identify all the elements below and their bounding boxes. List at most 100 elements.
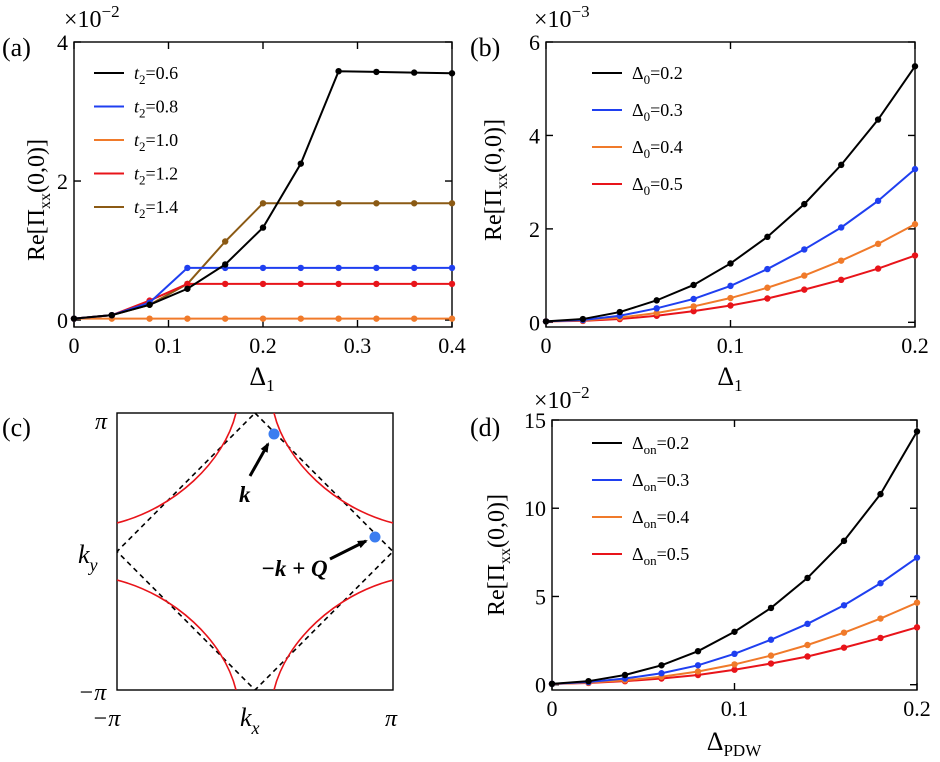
panel-c-curves bbox=[117, 413, 393, 690]
series-line-Δon=0.2 bbox=[551, 430, 918, 685]
x-tick-label: 0.2 bbox=[903, 696, 931, 721]
data-point bbox=[874, 240, 882, 248]
y-tick-label: 4 bbox=[529, 123, 540, 148]
data-point bbox=[411, 280, 418, 288]
data-point bbox=[542, 318, 550, 325]
x-tick-label: 0 bbox=[541, 333, 552, 358]
k-point bbox=[268, 428, 280, 440]
minus-k-plus-q-point bbox=[369, 531, 381, 543]
panel-b-ylabel: Re[Πxx(0,0)] bbox=[481, 119, 511, 241]
panel-b-multiplier: ×10−3 bbox=[534, 2, 590, 33]
y-tick-label: 4 bbox=[57, 30, 68, 55]
data-point bbox=[690, 307, 697, 315]
data-point bbox=[373, 315, 380, 322]
data-point bbox=[259, 280, 267, 288]
x-tick-label: 0 bbox=[69, 333, 80, 358]
data-point bbox=[877, 615, 884, 622]
data-point bbox=[838, 257, 845, 264]
data-point bbox=[874, 197, 882, 205]
data-point bbox=[259, 224, 267, 231]
data-point bbox=[585, 677, 592, 685]
x-tick-label: 0.1 bbox=[721, 696, 749, 721]
data-point bbox=[764, 284, 771, 291]
legend-label: Δ0=0.5 bbox=[632, 174, 683, 198]
panel-a: (a) ×10−2 Re[Πxx(0,0)] Δ1 0 0.1 0.2 0.3 0.40… bbox=[2, 2, 466, 395]
data-point bbox=[764, 233, 771, 241]
panel-c-ytick-top: π bbox=[95, 409, 108, 435]
data-point bbox=[297, 160, 304, 167]
panel-c-frame bbox=[116, 412, 394, 691]
y-tick-label: 6 bbox=[529, 30, 540, 55]
data-point bbox=[373, 200, 380, 207]
data-point bbox=[767, 652, 775, 659]
data-point bbox=[838, 161, 845, 169]
data-point bbox=[222, 238, 229, 245]
fermi-arc-top-left bbox=[117, 413, 237, 524]
panel-a-label: (a) bbox=[2, 33, 31, 62]
data-point bbox=[727, 260, 734, 267]
data-point bbox=[146, 301, 153, 308]
data-point bbox=[804, 574, 811, 582]
data-point bbox=[184, 315, 191, 322]
panel-c-ytick-bottom: −π bbox=[78, 680, 107, 706]
data-point bbox=[448, 200, 456, 207]
data-point bbox=[297, 315, 304, 322]
legend-label: Δ0=0.2 bbox=[632, 63, 683, 87]
data-point bbox=[448, 70, 456, 77]
data-point bbox=[411, 315, 418, 322]
y-tick-label: 2 bbox=[57, 169, 68, 194]
data-point bbox=[373, 264, 380, 272]
series-line-t2=1.2 bbox=[73, 282, 452, 320]
data-point bbox=[690, 303, 697, 310]
series-line-t2=0.8 bbox=[73, 266, 452, 320]
data-point bbox=[297, 264, 304, 272]
data-point bbox=[913, 428, 921, 435]
svg-text:Re[Πxx(0,0)]: Re[Πxx(0,0)] bbox=[24, 139, 54, 261]
data-point bbox=[731, 666, 738, 673]
y-tick-label: 0 bbox=[57, 308, 68, 333]
data-point bbox=[801, 246, 808, 253]
data-point bbox=[727, 282, 734, 290]
data-point bbox=[767, 660, 775, 667]
data-point bbox=[694, 668, 702, 675]
data-point bbox=[911, 221, 919, 228]
data-point bbox=[653, 305, 660, 312]
data-point bbox=[297, 200, 304, 207]
data-point bbox=[877, 490, 884, 498]
data-point bbox=[658, 670, 665, 677]
data-point bbox=[222, 315, 229, 322]
data-point bbox=[911, 165, 919, 173]
data-point bbox=[690, 295, 697, 303]
data-point bbox=[335, 200, 342, 207]
legend-label: Δ0=0.4 bbox=[632, 137, 683, 161]
data-point bbox=[222, 280, 229, 288]
legend-label: Δon=0.5 bbox=[632, 544, 689, 568]
panel-b-xlabel: Δ1 bbox=[717, 362, 742, 395]
y-tick-label: 0 bbox=[535, 673, 546, 698]
data-point bbox=[184, 280, 191, 288]
fermi-arc-bottom-right bbox=[273, 579, 393, 690]
data-point bbox=[804, 620, 811, 628]
data-point bbox=[616, 308, 623, 316]
data-point bbox=[653, 297, 660, 304]
data-point bbox=[767, 604, 775, 612]
data-point bbox=[874, 116, 882, 123]
x-tick-label: 0.2 bbox=[249, 333, 277, 358]
data-point bbox=[335, 280, 342, 288]
data-point bbox=[448, 264, 456, 272]
panel-d-multiplier: ×10−2 bbox=[534, 383, 590, 414]
x-tick-label: 0.1 bbox=[717, 333, 745, 358]
data-point bbox=[411, 264, 418, 272]
x-tick-label: 0.3 bbox=[344, 333, 372, 358]
y-tick-label: 0 bbox=[529, 310, 540, 335]
data-point bbox=[373, 68, 380, 76]
k-arrow bbox=[248, 442, 270, 477]
svg-text:Re[Πxx(0,0)]: Re[Πxx(0,0)] bbox=[481, 119, 511, 241]
data-point bbox=[911, 252, 919, 259]
data-point bbox=[184, 285, 191, 292]
data-point bbox=[727, 294, 734, 302]
data-point bbox=[877, 580, 884, 587]
data-point bbox=[335, 315, 342, 322]
legend-label: Δ0=0.3 bbox=[632, 100, 683, 124]
